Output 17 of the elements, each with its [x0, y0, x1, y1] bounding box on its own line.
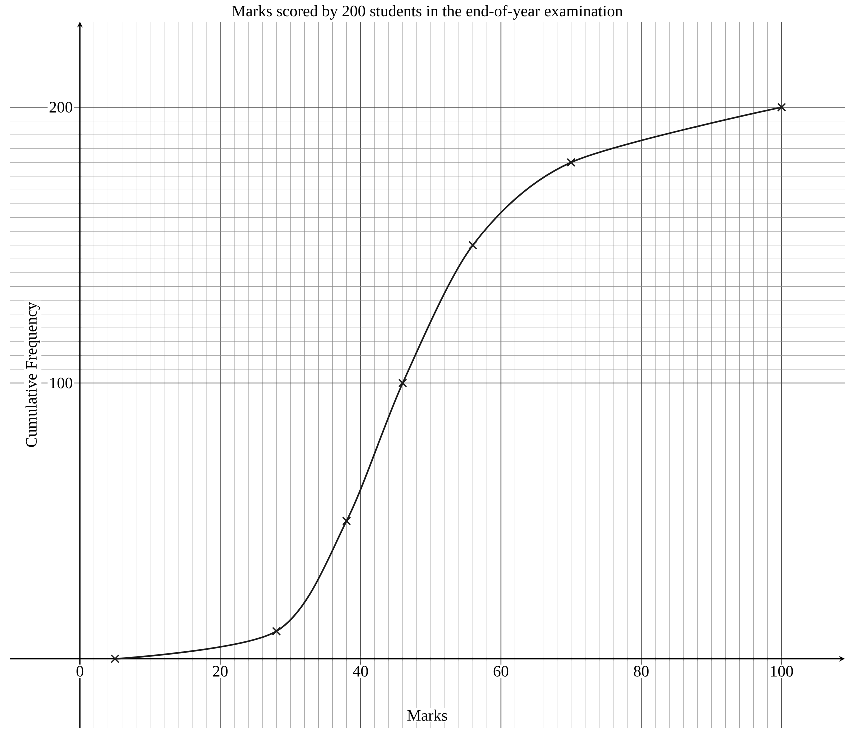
x-tick-label: 0 [76, 666, 84, 677]
point [468, 240, 478, 250]
point [398, 378, 408, 388]
y-axis-title: Cumulative Frequency [26, 302, 40, 448]
x-tick-label: 20 [213, 666, 228, 677]
point [342, 516, 352, 526]
chart-title: Marks scored by 200 students in the end-of-year examination [232, 5, 623, 20]
point [272, 627, 282, 636]
y-tick-label: 200 [50, 102, 72, 113]
point [566, 158, 576, 168]
x-tick-label: 80 [634, 666, 649, 677]
x-tick-label: 60 [494, 666, 509, 677]
x-tick-label: 100 [771, 666, 794, 677]
point [777, 103, 786, 112]
x-axis-title: Marks [408, 710, 448, 722]
point [110, 654, 120, 664]
x-tick-label: 40 [353, 666, 368, 677]
